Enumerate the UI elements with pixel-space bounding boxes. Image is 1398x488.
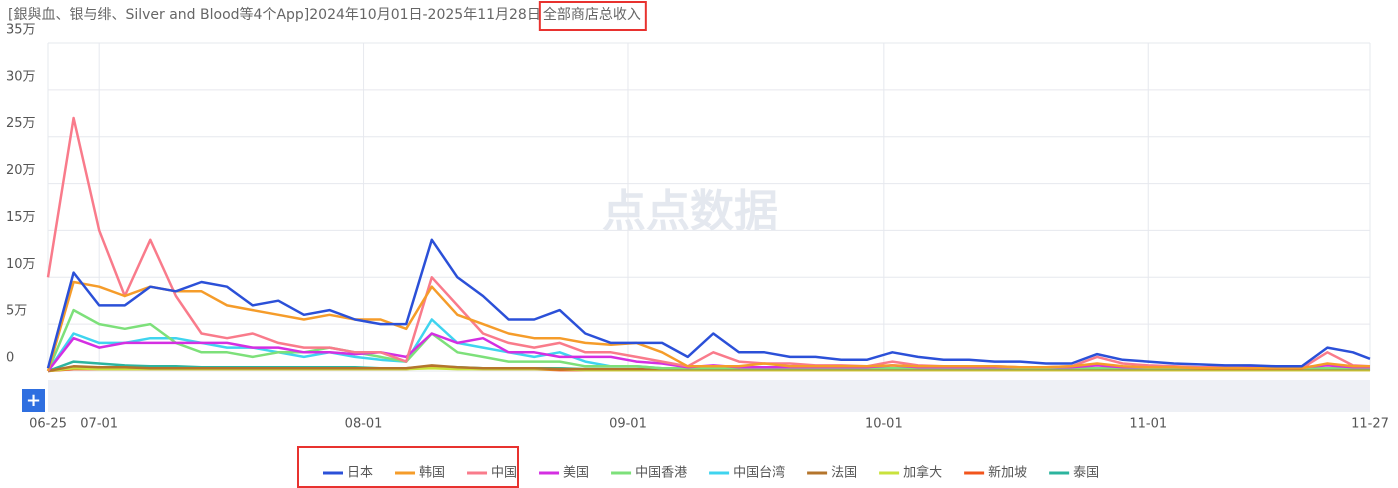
chart-title: [銀與血、银与绯、Silver and Blood等4个App]2024年10月… bbox=[8, 6, 541, 23]
series-line bbox=[46, 308, 1370, 372]
x-tick-label: 09-01 bbox=[609, 417, 647, 432]
legend-label[interactable]: 中国 bbox=[491, 466, 517, 481]
x-tick-label: 08-01 bbox=[345, 417, 383, 432]
y-tick-label: 10万 bbox=[6, 257, 36, 272]
legend-label[interactable]: 法国 bbox=[831, 466, 857, 481]
series-line bbox=[46, 116, 1371, 370]
y-tick-label: 30万 bbox=[6, 69, 36, 84]
y-tick-label: 15万 bbox=[6, 210, 36, 225]
y-tick-label: 5万 bbox=[6, 304, 27, 319]
legend-label[interactable]: 美国 bbox=[563, 466, 589, 481]
x-tick-label: 07-01 bbox=[80, 417, 118, 432]
legend-label[interactable]: 新加坡 bbox=[988, 465, 1027, 481]
x-tick-label: 11-27 bbox=[1351, 417, 1389, 432]
y-tick-label: 0 bbox=[6, 351, 14, 366]
legend-label[interactable]: 加拿大 bbox=[903, 465, 942, 481]
x-tick-label: 10-01 bbox=[865, 417, 903, 432]
metric-label: 全部商店总收入 bbox=[543, 6, 641, 23]
legend-label[interactable]: 日本 bbox=[347, 466, 373, 481]
legend-label[interactable]: 中国香港 bbox=[635, 466, 687, 481]
x-tick-label: 06-25 bbox=[29, 417, 67, 432]
highlight-box bbox=[297, 446, 519, 488]
expand-icon[interactable]: + bbox=[26, 390, 41, 411]
legend-label[interactable]: 泰国 bbox=[1073, 466, 1099, 481]
legend-label[interactable]: 中国台湾 bbox=[733, 465, 785, 481]
y-tick-label: 25万 bbox=[6, 116, 36, 131]
y-tick-label: 35万 bbox=[6, 23, 36, 38]
series-line bbox=[46, 238, 1371, 369]
highlight-box bbox=[538, 1, 647, 31]
zoom-slider[interactable] bbox=[48, 380, 1370, 412]
series-line bbox=[46, 280, 1370, 372]
x-tick-label: 11-01 bbox=[1129, 417, 1167, 432]
legend-label[interactable]: 韩国 bbox=[419, 466, 445, 481]
expand-button[interactable] bbox=[22, 389, 45, 412]
plot-area: 0 5万 10万 15万 20万 25万 30万 35万 06-25 07-01 08-01 09-0… bbox=[6, 23, 1389, 432]
y-tick-label: 20万 bbox=[6, 163, 36, 178]
watermark: 点点数据 bbox=[602, 186, 778, 237]
